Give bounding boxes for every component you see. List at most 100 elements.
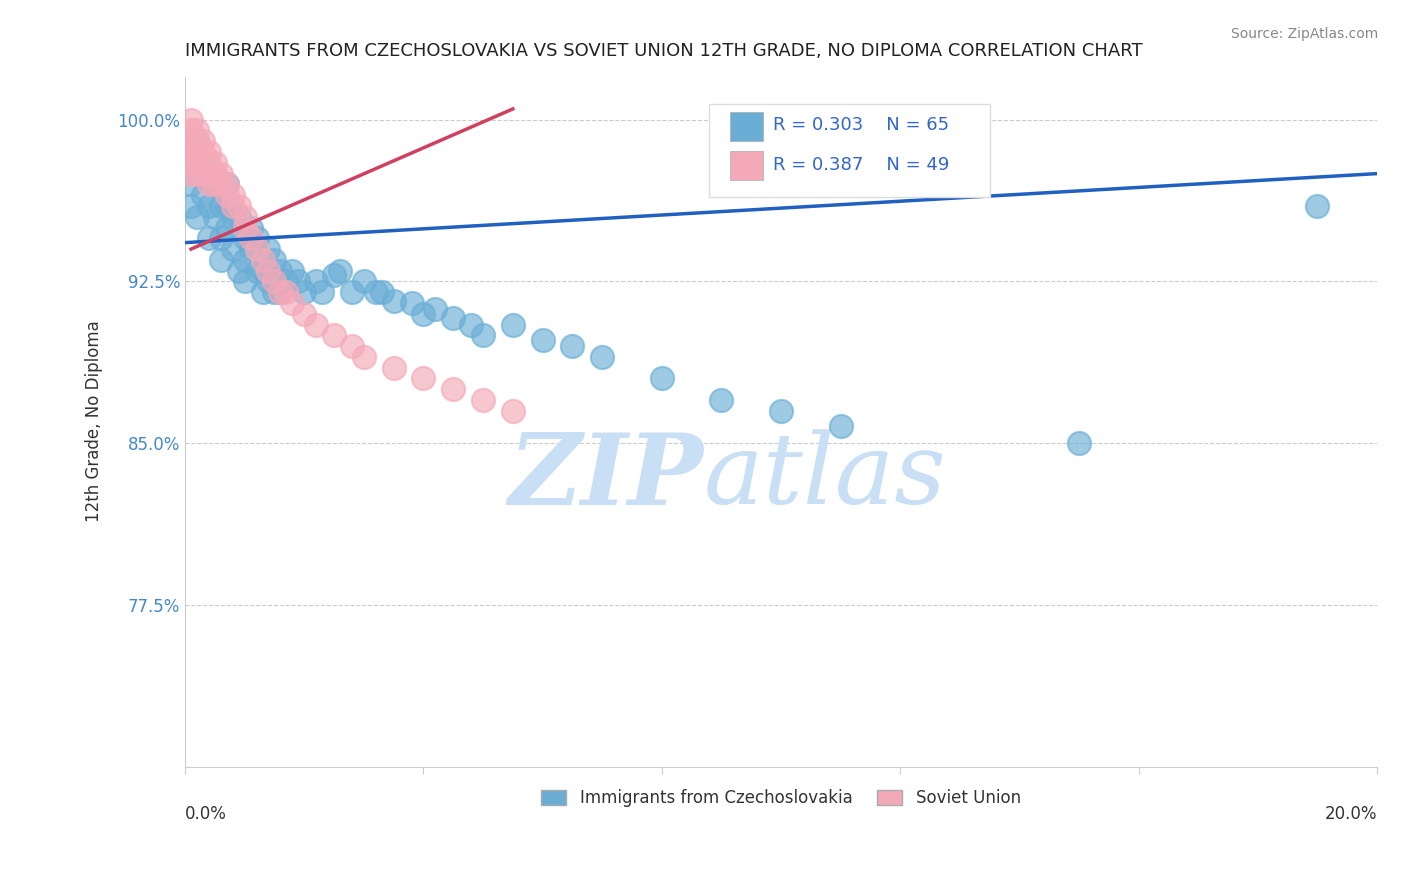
Point [180, 134, 202, 148]
Point [215, 199, 238, 213]
Point [269, 263, 291, 277]
Point [191, 145, 214, 159]
Point [292, 285, 315, 300]
Point [209, 178, 232, 192]
Point [204, 156, 226, 170]
Point [228, 263, 250, 277]
Point [215, 188, 238, 202]
Point [472, 392, 495, 407]
Point [382, 360, 405, 375]
Point [191, 167, 214, 181]
Point [591, 350, 613, 364]
Point [329, 263, 352, 277]
Point [180, 178, 202, 192]
Point [252, 252, 274, 267]
Point [276, 285, 298, 300]
Point [263, 275, 285, 289]
Point [263, 252, 285, 267]
Point [305, 275, 328, 289]
Point [370, 285, 392, 300]
Point [215, 178, 238, 192]
Point [228, 199, 250, 213]
Point [233, 252, 256, 267]
Point [425, 302, 447, 317]
Point [281, 263, 304, 277]
Point [281, 296, 304, 310]
Point [710, 392, 733, 407]
Point [204, 167, 226, 181]
Point [204, 178, 226, 192]
Point [269, 285, 291, 300]
Point [263, 285, 285, 300]
Point [198, 178, 221, 192]
Point [209, 199, 232, 213]
Point [180, 123, 202, 137]
Point [502, 318, 524, 332]
Point [215, 220, 238, 235]
Point [233, 275, 256, 289]
Point [276, 275, 298, 289]
Point [204, 178, 226, 192]
Point [180, 145, 202, 159]
Point [186, 134, 208, 148]
Point [364, 285, 387, 300]
Point [215, 178, 238, 192]
Point [1067, 436, 1090, 450]
Point [1306, 199, 1329, 213]
Text: 0.0%: 0.0% [186, 805, 226, 823]
Point [412, 371, 434, 385]
Point [180, 199, 202, 213]
Point [353, 275, 375, 289]
Point [191, 188, 214, 202]
Point [198, 199, 221, 213]
Point [198, 156, 221, 170]
Point [228, 210, 250, 224]
Point [209, 167, 232, 181]
Legend: Immigrants from Czechoslovakia, Soviet Union: Immigrants from Czechoslovakia, Soviet U… [534, 782, 1028, 814]
Point [180, 112, 202, 127]
Point [252, 263, 274, 277]
Point [257, 263, 280, 277]
Point [239, 242, 262, 256]
Point [245, 263, 267, 277]
Point [180, 156, 202, 170]
Point [382, 293, 405, 308]
Point [233, 210, 256, 224]
FancyBboxPatch shape [730, 112, 763, 141]
Point [830, 418, 852, 433]
Point [198, 145, 221, 159]
Point [245, 231, 267, 245]
Point [186, 210, 208, 224]
Point [441, 382, 464, 396]
Point [323, 328, 346, 343]
Point [287, 275, 309, 289]
Point [191, 156, 214, 170]
Text: IMMIGRANTS FROM CZECHOSLOVAKIA VS SOVIET UNION 12TH GRADE, NO DIPLOMA CORRELATIO: IMMIGRANTS FROM CZECHOSLOVAKIA VS SOVIET… [186, 42, 1143, 60]
Point [186, 156, 208, 170]
Point [412, 307, 434, 321]
Text: atlas: atlas [703, 429, 946, 524]
Point [651, 371, 673, 385]
Y-axis label: 12th Grade, No Diploma: 12th Grade, No Diploma [86, 321, 103, 523]
FancyBboxPatch shape [730, 151, 763, 180]
Point [257, 242, 280, 256]
Text: R = 0.303    N = 65: R = 0.303 N = 65 [773, 116, 949, 134]
Text: R = 0.387    N = 49: R = 0.387 N = 49 [773, 156, 949, 174]
Point [502, 404, 524, 418]
Point [233, 220, 256, 235]
Point [204, 210, 226, 224]
Point [401, 296, 423, 310]
Point [186, 167, 208, 181]
Point [198, 167, 221, 181]
Point [239, 220, 262, 235]
Point [460, 318, 482, 332]
Point [198, 231, 221, 245]
Point [186, 134, 208, 148]
Point [209, 252, 232, 267]
Point [209, 231, 232, 245]
Point [269, 285, 291, 300]
Point [305, 318, 328, 332]
Point [353, 350, 375, 364]
Point [198, 167, 221, 181]
Text: 20.0%: 20.0% [1324, 805, 1376, 823]
